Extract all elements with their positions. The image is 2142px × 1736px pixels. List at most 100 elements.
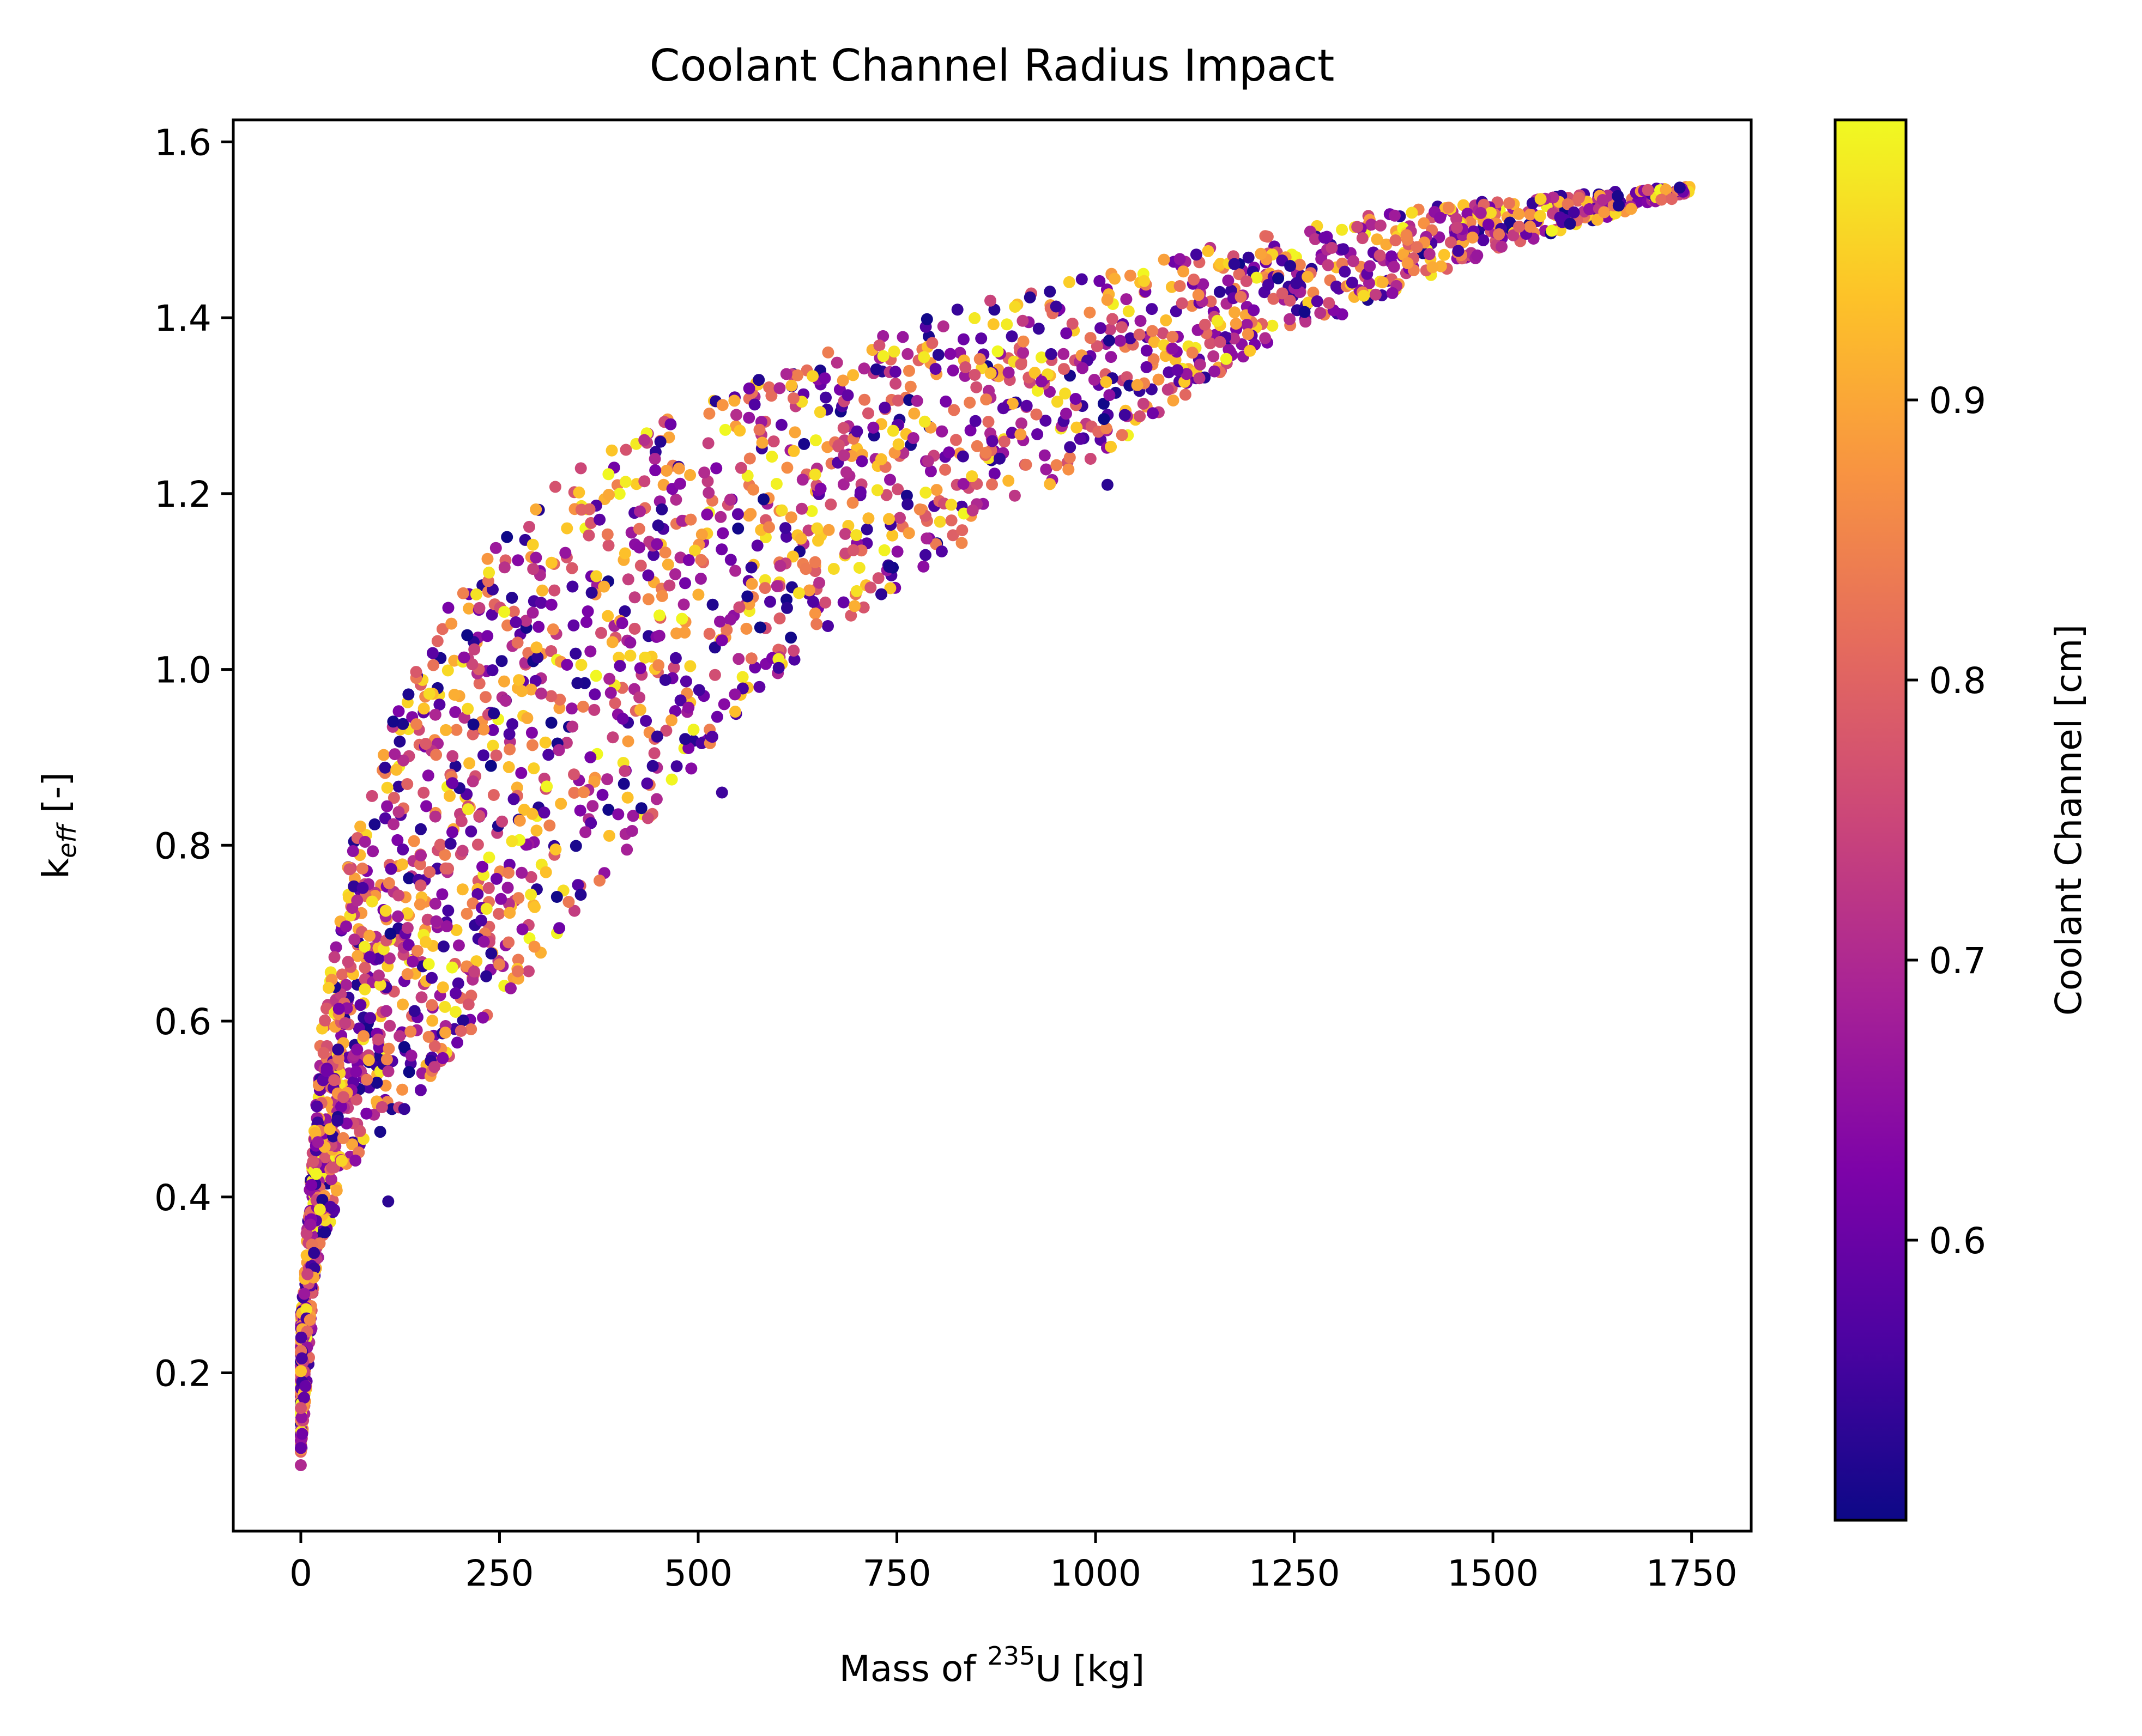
scatter-point (1666, 193, 1678, 205)
scatter-point (682, 701, 695, 714)
scatter-point (450, 987, 462, 999)
scatter-point (1220, 353, 1232, 365)
scatter-point (486, 609, 498, 621)
scatter-point (964, 424, 977, 436)
scatter-point (1060, 408, 1072, 420)
scatter-point (601, 528, 614, 541)
scatter-point (433, 699, 446, 711)
scatter-point (679, 733, 692, 745)
scatter-point (1179, 389, 1191, 401)
scatter-points (294, 181, 1696, 1471)
scatter-point (809, 468, 821, 481)
scatter-point (444, 790, 456, 802)
scatter-point (1160, 314, 1172, 326)
scatter-point (698, 466, 711, 479)
scatter-point (1351, 221, 1364, 233)
scatter-point (685, 513, 697, 526)
scatter-point (477, 1011, 489, 1024)
scatter-point (736, 671, 749, 683)
scatter-point (426, 972, 438, 984)
scatter-point (1568, 206, 1580, 218)
scatter-point (964, 396, 976, 409)
scatter-point (1133, 329, 1146, 341)
scatter-point (1167, 394, 1179, 406)
scatter-point (772, 653, 785, 665)
scatter-point (582, 605, 594, 617)
scatter-point (991, 345, 1004, 357)
scatter-point (403, 1066, 415, 1078)
scatter-point (374, 979, 386, 991)
scatter-point (735, 462, 747, 474)
scatter-point (1474, 207, 1487, 219)
scatter-point (585, 586, 598, 599)
scatter-point (379, 812, 391, 824)
scatter-point (530, 551, 542, 564)
scatter-point (1493, 228, 1505, 240)
scatter-point (1347, 255, 1359, 268)
scatter-point (313, 1203, 326, 1216)
scatter-point (680, 675, 692, 688)
scatter-point (341, 1117, 353, 1130)
scatter-point (589, 688, 601, 701)
scatter-point (417, 702, 430, 715)
scatter-point (812, 535, 824, 547)
scatter-point (471, 888, 484, 900)
scatter-point (919, 487, 932, 499)
scatter-point (602, 610, 614, 622)
scatter-point (979, 446, 992, 459)
scatter-point (483, 566, 495, 579)
scatter-point (729, 564, 742, 577)
scatter-point (633, 691, 646, 703)
scatter-point (446, 961, 458, 974)
scatter-point (1336, 223, 1348, 236)
scatter-point (788, 645, 800, 657)
scatter-point (809, 434, 822, 447)
scatter-point (767, 435, 780, 448)
scatter-point (392, 806, 405, 818)
scatter-point (1302, 270, 1314, 283)
scatter-point (539, 736, 552, 749)
scatter-point (1211, 314, 1224, 327)
scatter-point (822, 620, 834, 632)
scatter-point (1248, 304, 1260, 317)
scatter-point (410, 718, 423, 731)
scatter-point (1376, 276, 1389, 289)
scatter-point (730, 409, 742, 421)
scatter-point (401, 778, 414, 790)
scatter-point (480, 902, 493, 915)
scatter-point (1346, 276, 1358, 289)
scatter-point (921, 532, 933, 545)
scatter-point (384, 1019, 396, 1032)
scatter-point (1202, 245, 1214, 257)
scatter-point (485, 947, 498, 960)
scatter-point (521, 712, 534, 724)
scatter-point (295, 1352, 308, 1364)
scatter-point (415, 991, 428, 1004)
scatter-point (394, 736, 406, 748)
scatter-point (562, 896, 575, 908)
scatter-point (1009, 301, 1021, 313)
scatter-point (664, 418, 677, 430)
scatter-point (325, 1173, 337, 1186)
scatter-point (1242, 328, 1254, 341)
scatter-point (423, 866, 436, 878)
scatter-point (639, 651, 651, 664)
scatter-point (528, 762, 540, 775)
scatter-point (310, 1168, 323, 1180)
scatter-point (335, 1100, 347, 1113)
scatter-point (503, 936, 515, 949)
scatter-point (1118, 409, 1131, 421)
scatter-point (480, 691, 492, 703)
scatter-point (1024, 291, 1036, 304)
scatter-point (415, 823, 427, 835)
scatter-point (426, 647, 439, 659)
scatter-point (549, 843, 562, 855)
scatter-point (299, 1380, 312, 1392)
scatter-point (328, 951, 341, 963)
scatter-point (959, 361, 972, 373)
scatter-point (458, 651, 470, 664)
scatter-point (323, 981, 335, 994)
scatter-point (487, 789, 500, 801)
scatter-point (1060, 327, 1073, 339)
scatter-point (814, 406, 826, 418)
